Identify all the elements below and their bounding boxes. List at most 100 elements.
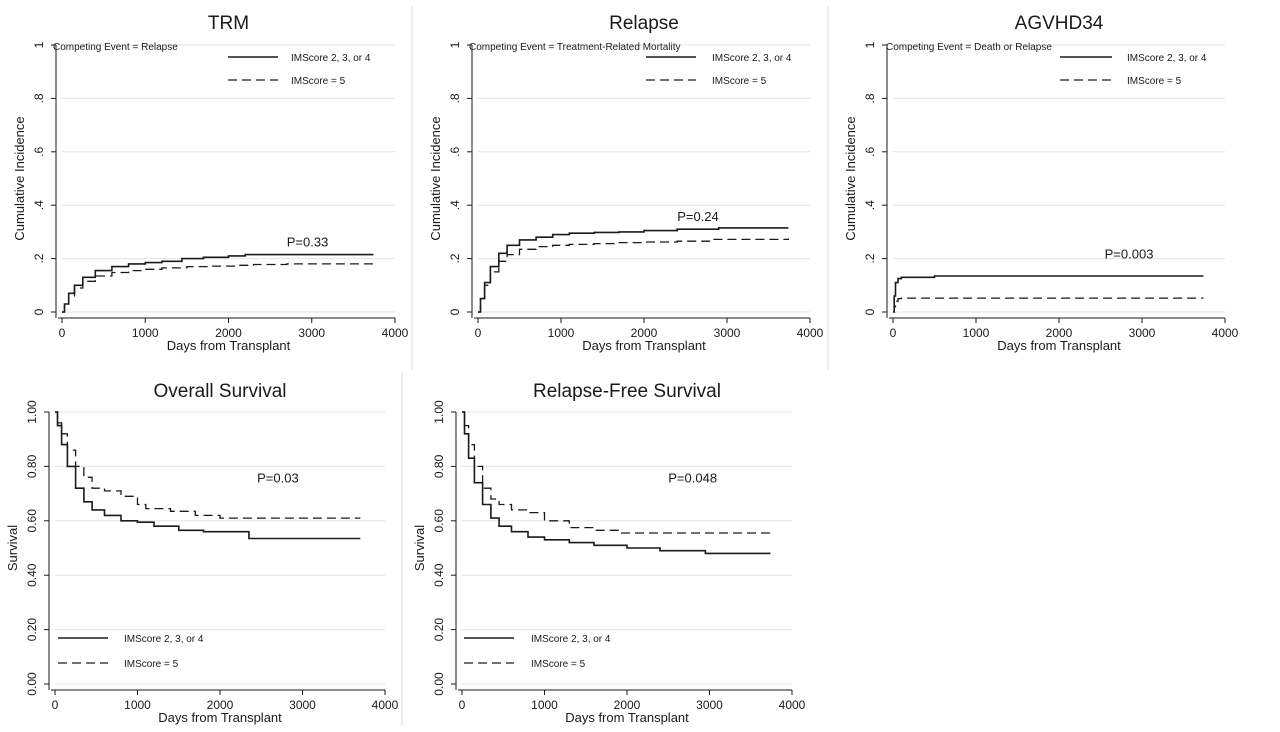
y-tick-label: .6 (32, 146, 46, 156)
series-line-imscore-2-3-4 (478, 227, 789, 313)
y-tick-label: 0 (448, 308, 462, 315)
series-line-imscore-2-3-4 (462, 411, 771, 555)
p-value-label: P=0.003 (1105, 247, 1154, 262)
series-line-imscore-5 (62, 263, 374, 313)
y-tick-label: 1.00 (25, 400, 39, 424)
legend-label: IMScore 2, 3, or 4 (124, 634, 204, 645)
x-tick-label: 0 (59, 326, 66, 340)
x-axis-title: Days from Transplant (158, 710, 282, 725)
x-tick-label: 0 (475, 326, 482, 340)
x-axis-title: Days from Transplant (167, 338, 291, 353)
panel-title: Relapse-Free Survival (533, 381, 721, 402)
y-tick-label: .2 (448, 253, 462, 263)
x-axis-title: Days from Transplant (565, 710, 689, 725)
x-tick-label: 0 (459, 698, 466, 712)
x-tick-label: 3000 (696, 698, 723, 712)
x-tick-label: 1000 (124, 698, 151, 712)
y-tick-label: 0.00 (432, 672, 446, 696)
y-tick-label: 0.60 (25, 509, 39, 533)
series-line-imscore-5 (478, 238, 790, 313)
chart-panel: Relapse-Free Survival 0 1000 2000 3000 4000 0.… (412, 381, 806, 725)
y-axis-title: Cumulative Incidence (12, 116, 27, 240)
y-tick-label: 0.00 (25, 672, 39, 696)
y-tick-label: 0.80 (432, 454, 446, 478)
y-tick-label: .4 (863, 200, 877, 210)
legend-label: IMScore 2, 3, or 4 (712, 53, 792, 64)
legend-label: IMScore 2, 3, or 4 (1127, 53, 1207, 64)
series-line-imscore-2-3-4 (55, 411, 361, 540)
x-tick-label: 1000 (963, 326, 990, 340)
series-line-imscore-5 (462, 411, 771, 534)
y-axis-title: Survival (412, 525, 427, 571)
p-value-label: P=0.03 (257, 471, 299, 486)
y-tick-label: 1 (448, 41, 462, 48)
p-value-label: P=0.24 (677, 209, 719, 224)
y-tick-label: .8 (448, 93, 462, 103)
legend-label: IMScore 2, 3, or 4 (291, 53, 371, 64)
legend-label: IMScore = 5 (1127, 76, 1182, 87)
series-line-imscore-5 (893, 297, 1204, 313)
y-tick-label: 0.40 (432, 563, 446, 587)
series-line-imscore-2-3-4 (62, 253, 374, 313)
x-tick-label: 0 (890, 326, 897, 340)
panel-title: Relapse (609, 13, 679, 34)
x-tick-label: 3000 (714, 326, 741, 340)
y-tick-label: 1.00 (432, 400, 446, 424)
y-axis-title: Survival (5, 525, 20, 571)
series-line-imscore-5 (55, 411, 361, 519)
x-axis-title: Days from Transplant (582, 338, 706, 353)
legend-label: IMScore = 5 (531, 659, 586, 670)
x-tick-label: 4000 (797, 326, 824, 340)
chart-panel: TRM 0 1000 2000 3000 4000 0 .2 .4 .6 .8 1 Days from … (12, 13, 409, 353)
series-line-imscore-2-3-4 (893, 275, 1204, 313)
panel-title: Overall Survival (153, 381, 286, 402)
y-tick-label: .6 (863, 146, 877, 156)
x-tick-label: 2000 (207, 698, 234, 712)
x-tick-label: 1000 (548, 326, 575, 340)
y-tick-label: 0 (863, 308, 877, 315)
y-tick-label: .8 (863, 93, 877, 103)
competing-event-note: Competing Event = Death or Relapse (886, 42, 1052, 53)
y-tick-label: 0.80 (25, 454, 39, 478)
x-tick-label: 2000 (631, 326, 658, 340)
x-tick-label: 2000 (215, 326, 242, 340)
y-tick-label: 0.20 (25, 618, 39, 642)
x-tick-label: 2000 (1046, 326, 1073, 340)
y-tick-label: .6 (448, 146, 462, 156)
y-tick-label: 1 (32, 41, 46, 48)
x-tick-label: 4000 (1212, 326, 1239, 340)
x-tick-label: 4000 (382, 326, 409, 340)
x-tick-label: 2000 (614, 698, 641, 712)
x-tick-label: 3000 (289, 698, 316, 712)
y-tick-label: 0.40 (25, 563, 39, 587)
competing-event-note: Competing Event = Treatment-Related Mort… (469, 42, 680, 53)
y-axis-title: Cumulative Incidence (428, 116, 443, 240)
x-tick-label: 0 (52, 698, 59, 712)
chart-panel: Relapse 0 1000 2000 3000 4000 0 .2 .4 .6 .8 1 Days f… (428, 13, 824, 353)
p-value-label: P=0.048 (668, 471, 717, 486)
legend-label: IMScore = 5 (291, 76, 346, 87)
y-tick-label: 0 (32, 308, 46, 315)
legend-label: IMScore = 5 (124, 659, 179, 670)
y-tick-label: 0.60 (432, 509, 446, 533)
y-tick-label: 1 (863, 41, 877, 48)
x-tick-label: 3000 (1129, 326, 1156, 340)
x-tick-label: 1000 (132, 326, 159, 340)
y-tick-label: .4 (32, 200, 46, 210)
y-tick-label: .2 (32, 253, 46, 263)
y-tick-label: 0.20 (432, 618, 446, 642)
x-tick-label: 4000 (372, 698, 399, 712)
chart-panel: AGVHD34 0 1000 2000 3000 4000 0 .2 .4 .6 .8 1 Days f… (843, 13, 1239, 353)
y-tick-label: .8 (32, 93, 46, 103)
y-tick-label: .2 (863, 253, 877, 263)
p-value-label: P=0.33 (287, 235, 329, 250)
y-axis-title: Cumulative Incidence (843, 116, 858, 240)
x-tick-label: 4000 (779, 698, 806, 712)
y-tick-label: .4 (448, 200, 462, 210)
legend-label: IMScore 2, 3, or 4 (531, 634, 611, 645)
x-axis-title: Days from Transplant (997, 338, 1121, 353)
x-tick-label: 1000 (531, 698, 558, 712)
panel-title: TRM (208, 13, 249, 34)
